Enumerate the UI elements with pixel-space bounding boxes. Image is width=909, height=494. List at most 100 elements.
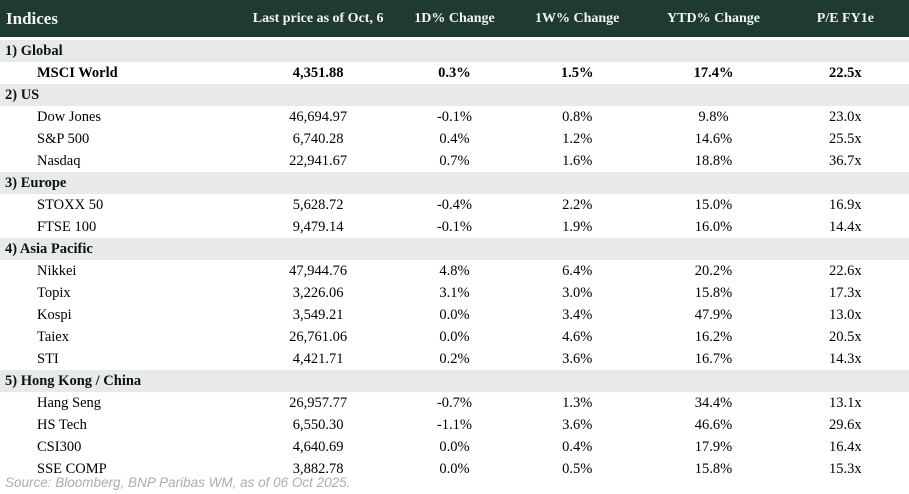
index-name: STI [0, 348, 237, 370]
change-1d: 3.1% [399, 282, 510, 304]
pe-fy1e: 14.3x [781, 348, 909, 370]
last-price: 6,550.30 [236, 414, 400, 436]
change-1d: 0.2% [399, 348, 510, 370]
section-label: 2) US [0, 84, 909, 106]
change-ytd: 9.8% [645, 106, 782, 128]
pe-fy1e: 36.7x [781, 150, 909, 172]
change-1w: 0.5% [509, 458, 646, 480]
pe-fy1e: 13.1x [781, 392, 909, 414]
section-label: 1) Global [0, 38, 909, 62]
index-name: CSI300 [0, 436, 237, 458]
index-name: STOXX 50 [0, 194, 237, 216]
change-1d: 4.8% [399, 260, 510, 282]
index-name: Taiex [0, 326, 237, 348]
table-body: 1) Global MSCI World 4,351.88 0.3% 1.5% 17.4%… [0, 38, 909, 480]
index-row: SSE COMP 3,882.78 0.0% 0.5% 15.8% 15.3x [0, 458, 909, 480]
pe-fy1e: 15.3x [781, 458, 909, 480]
section-row: 5) Hong Kong / China [0, 370, 909, 392]
column-header-1w-change: 1W% Change [509, 0, 646, 40]
index-row: Topix 3,226.06 3.1% 3.0% 15.8% 17.3x [0, 282, 909, 304]
pe-fy1e: 25.5x [781, 128, 909, 150]
column-header-ytd-change: YTD% Change [645, 0, 782, 40]
last-price: 3,549.21 [236, 304, 400, 326]
index-name: SSE COMP [0, 458, 237, 480]
column-header-pe-fy1e: P/E FY1e [781, 0, 909, 40]
last-price: 9,479.14 [236, 216, 400, 238]
last-price: 4,421.71 [236, 348, 400, 370]
change-1w: 4.6% [509, 326, 646, 348]
table-header: Indices Last price as of Oct, 6 1D% Chan… [0, 0, 909, 40]
change-1w: 1.6% [509, 150, 646, 172]
index-name: Topix [0, 282, 237, 304]
change-ytd: 15.8% [645, 282, 782, 304]
pe-fy1e: 16.9x [781, 194, 909, 216]
change-1d: 0.0% [399, 436, 510, 458]
last-price: 3,882.78 [236, 458, 400, 480]
index-row: FTSE 100 9,479.14 -0.1% 1.9% 16.0% 14.4x [0, 216, 909, 238]
last-price: 46,694.97 [236, 106, 400, 128]
index-row: S&P 500 6,740.28 0.4% 1.2% 14.6% 25.5x [0, 128, 909, 150]
index-name: MSCI World [0, 62, 237, 84]
pe-fy1e: 22.5x [781, 62, 909, 84]
section-row: 1) Global [0, 38, 909, 62]
change-1w: 3.6% [509, 348, 646, 370]
pe-fy1e: 22.6x [781, 260, 909, 282]
change-1d: -1.1% [399, 414, 510, 436]
change-1w: 0.8% [509, 106, 646, 128]
section-label: 3) Europe [0, 172, 909, 194]
change-ytd: 15.0% [645, 194, 782, 216]
index-name: Dow Jones [0, 106, 237, 128]
change-ytd: 34.4% [645, 392, 782, 414]
column-header-1d-change: 1D% Change [399, 0, 510, 40]
change-ytd: 14.6% [645, 128, 782, 150]
change-ytd: 46.6% [645, 414, 782, 436]
section-label: 5) Hong Kong / China [0, 370, 909, 392]
change-1w: 3.0% [509, 282, 646, 304]
index-row: Nikkei 47,944.76 4.8% 6.4% 20.2% 22.6x [0, 260, 909, 282]
index-row: STI 4,421.71 0.2% 3.6% 16.7% 14.3x [0, 348, 909, 370]
pe-fy1e: 23.0x [781, 106, 909, 128]
pe-fy1e: 20.5x [781, 326, 909, 348]
indices-table: Indices Last price as of Oct, 6 1D% Chan… [0, 0, 909, 480]
last-price: 5,628.72 [236, 194, 400, 216]
change-1d: 0.0% [399, 304, 510, 326]
index-row: HS Tech 6,550.30 -1.1% 3.6% 46.6% 29.6x [0, 414, 909, 436]
change-1d: 0.0% [399, 326, 510, 348]
index-name: HS Tech [0, 414, 237, 436]
change-1w: 3.6% [509, 414, 646, 436]
index-name: Nasdaq [0, 150, 237, 172]
change-ytd: 16.7% [645, 348, 782, 370]
pe-fy1e: 17.3x [781, 282, 909, 304]
pe-fy1e: 16.4x [781, 436, 909, 458]
source-note: Source: Bloomberg, BNP Paribas WM, as of… [5, 475, 351, 490]
last-price: 47,944.76 [236, 260, 400, 282]
index-row: Dow Jones 46,694.97 -0.1% 0.8% 9.8% 23.0x [0, 106, 909, 128]
pe-fy1e: 13.0x [781, 304, 909, 326]
index-row: Hang Seng 26,957.77 -0.7% 1.3% 34.4% 13.1x [0, 392, 909, 414]
change-1d: -0.4% [399, 194, 510, 216]
column-header-last-price: Last price as of Oct, 6 [236, 0, 400, 40]
change-ytd: 17.9% [645, 436, 782, 458]
index-row: STOXX 50 5,628.72 -0.4% 2.2% 15.0% 16.9x [0, 194, 909, 216]
change-1d: -0.1% [399, 216, 510, 238]
index-row: Kospi 3,549.21 0.0% 3.4% 47.9% 13.0x [0, 304, 909, 326]
change-ytd: 18.8% [645, 150, 782, 172]
section-row: 3) Europe [0, 172, 909, 194]
change-1d: 0.3% [399, 62, 510, 84]
change-ytd: 47.9% [645, 304, 782, 326]
index-name: Kospi [0, 304, 237, 326]
index-name: FTSE 100 [0, 216, 237, 238]
change-1w: 3.4% [509, 304, 646, 326]
change-1w: 1.2% [509, 128, 646, 150]
last-price: 4,351.88 [236, 62, 400, 84]
pe-fy1e: 14.4x [781, 216, 909, 238]
change-1w: 6.4% [509, 260, 646, 282]
index-row: MSCI World 4,351.88 0.3% 1.5% 17.4% 22.5x [0, 62, 909, 84]
change-1d: -0.1% [399, 106, 510, 128]
change-1w: 0.4% [509, 436, 646, 458]
change-ytd: 16.0% [645, 216, 782, 238]
index-name: S&P 500 [0, 128, 237, 150]
change-1d: 0.0% [399, 458, 510, 480]
index-name: Nikkei [0, 260, 237, 282]
